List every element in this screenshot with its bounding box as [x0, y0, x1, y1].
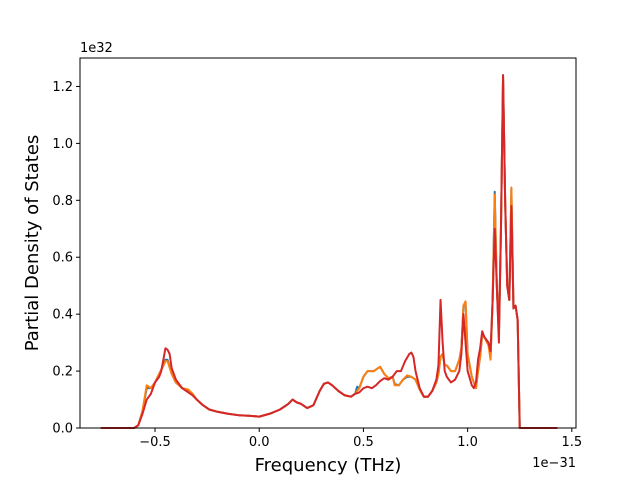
x-tick-label: 0.0	[249, 435, 270, 450]
series-line-3	[100, 74, 558, 429]
y-axis-label: Partial Density of States	[22, 135, 43, 352]
x-tick-label: 1.0	[457, 435, 478, 450]
y-tick-label: 0.8	[52, 194, 73, 209]
series-layer	[100, 74, 558, 429]
x-tick-label: 0.5	[353, 435, 374, 450]
x-axis-label: Frequency (THz)	[255, 455, 402, 476]
x-axis-ticks: −0.5 0.0 0.5 1.0 1.5	[139, 428, 582, 450]
y-tick-label: 0.4	[52, 308, 73, 323]
x-tick-label: 1.5	[561, 435, 582, 450]
y-tick-label: 0.6	[52, 251, 73, 266]
y-tick-label: 1.2	[52, 80, 73, 95]
y-axis-ticks: 0.0 0.2 0.4 0.6 0.8 1.0 1.2	[52, 80, 80, 437]
y-offset-label: 1e32	[80, 41, 113, 56]
x-offset-label: 1e−31	[532, 456, 576, 471]
y-tick-label: 0.2	[52, 365, 73, 380]
y-tick-label: 0.0	[52, 422, 73, 437]
plot-frame	[79, 57, 577, 429]
x-tick-label: −0.5	[139, 435, 171, 450]
y-tick-label: 1.0	[52, 137, 73, 152]
